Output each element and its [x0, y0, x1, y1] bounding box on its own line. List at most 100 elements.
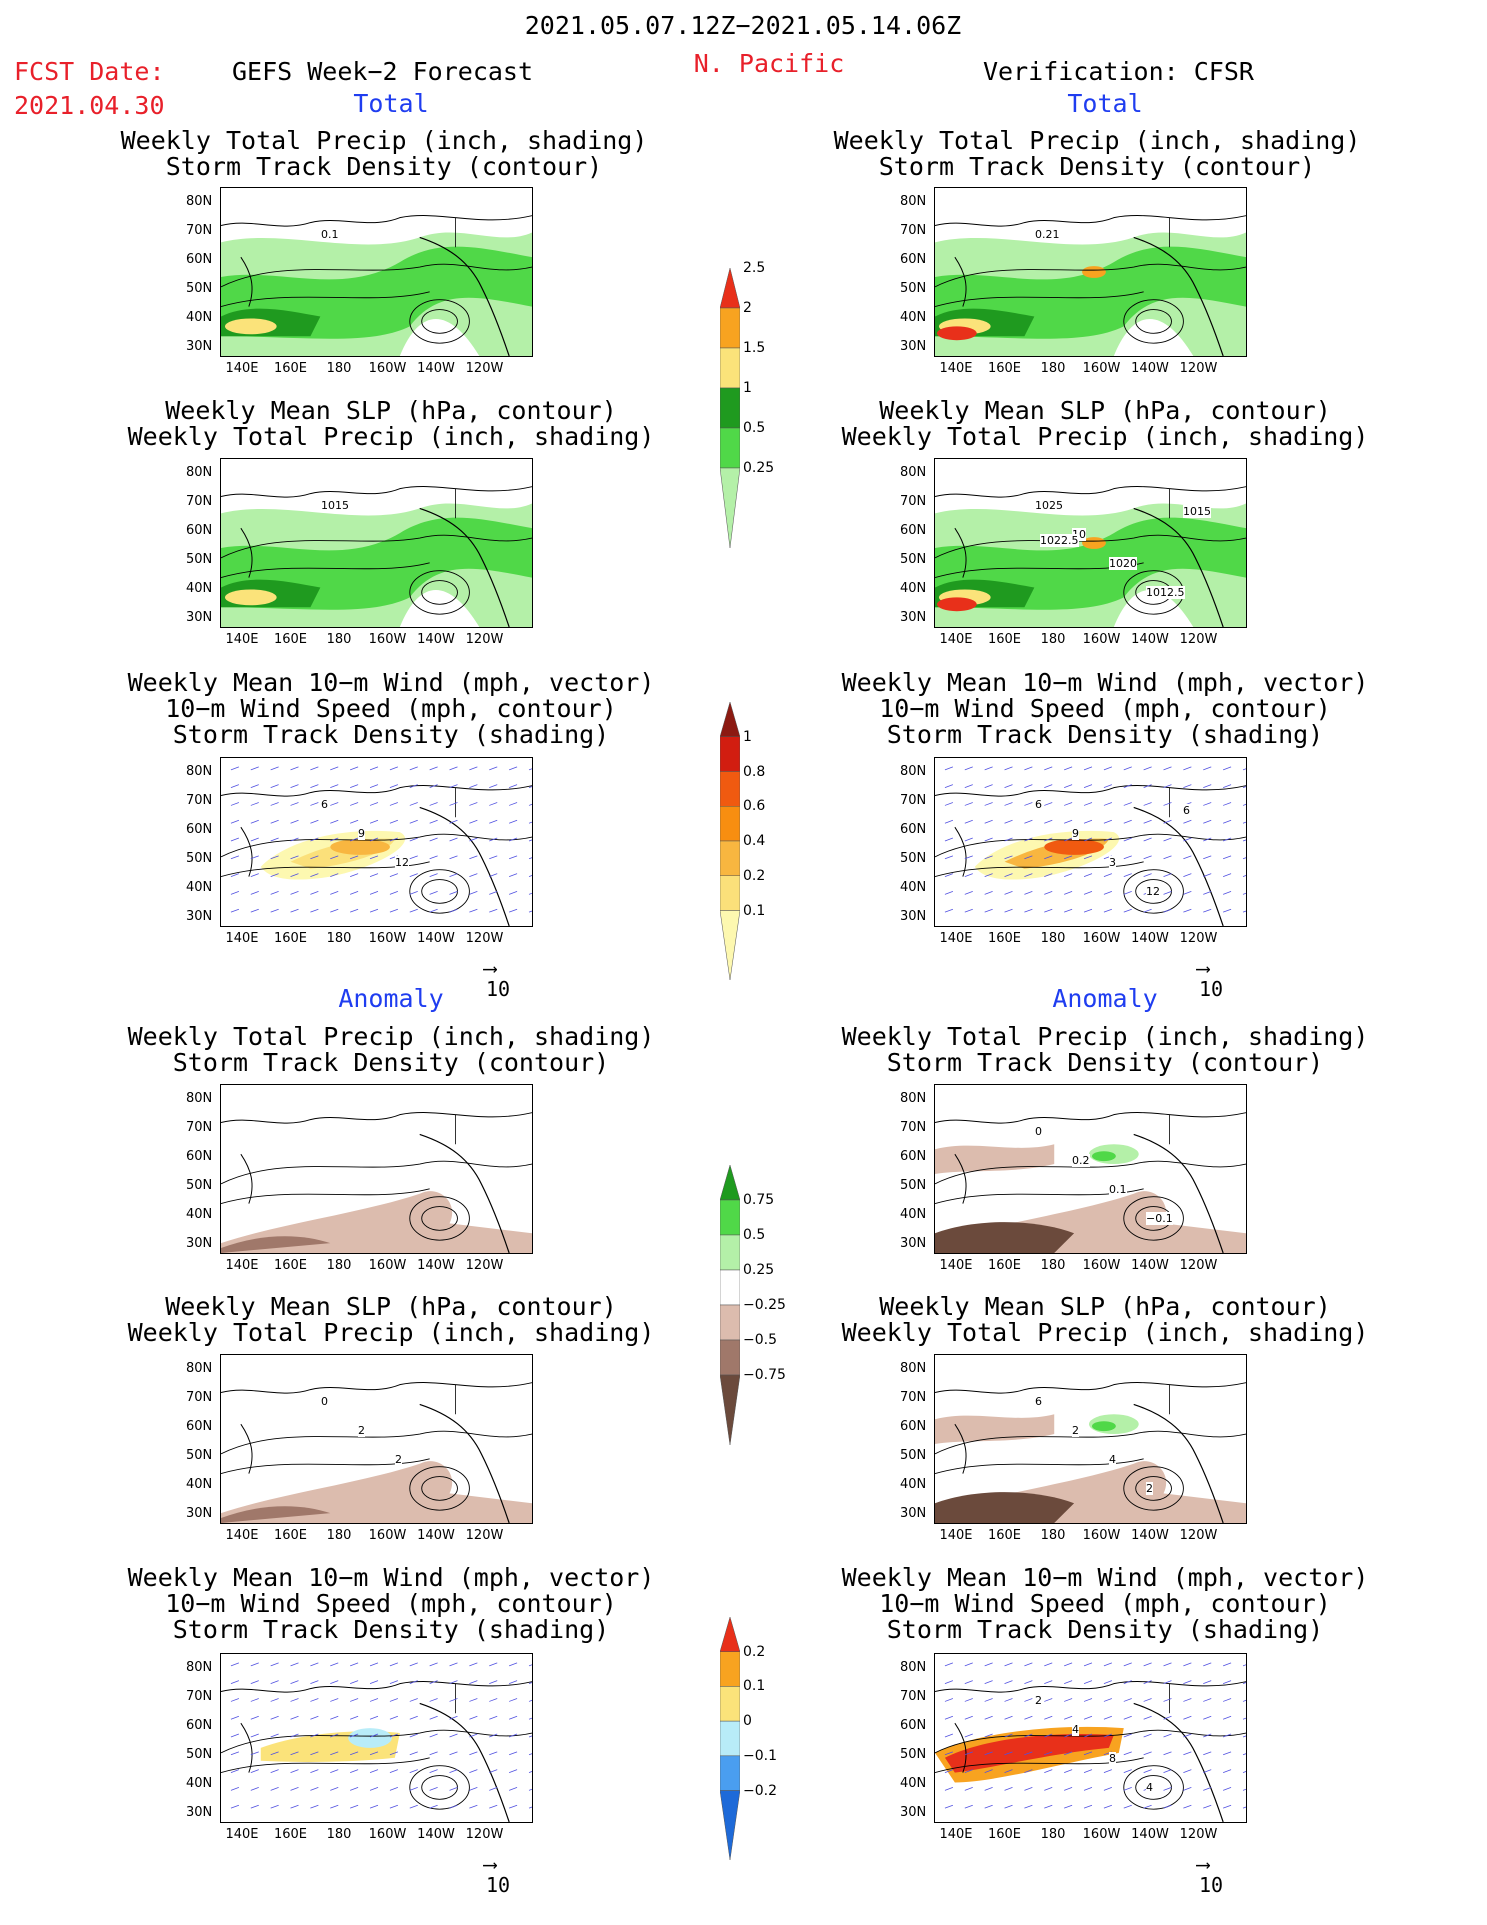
wind-vector [1163, 1804, 1172, 1809]
wind-vector [350, 802, 359, 806]
wind-vector [1163, 1733, 1172, 1738]
lat-tick-label: 30N [900, 909, 927, 924]
wind-vector [270, 802, 279, 806]
wind-vector [1203, 766, 1212, 771]
wind-vector [1103, 1662, 1113, 1667]
wind-vector [1203, 1804, 1212, 1809]
lat-tick-label: 60N [900, 252, 927, 267]
wind-vector [1024, 873, 1033, 877]
wind-vector [250, 837, 259, 842]
colorbar-label: 0.5 [743, 420, 766, 436]
wind-vector [528, 1788, 532, 1791]
wind-vector [944, 1680, 954, 1685]
wind-vector [944, 891, 954, 895]
wind-vector [310, 1769, 319, 1773]
contour-ring-1 [1123, 1466, 1184, 1511]
colorbar-swatch [719, 701, 741, 737]
wind-vector [1163, 1698, 1172, 1702]
wind-vector [489, 1698, 498, 1702]
wind-vector [1183, 1733, 1192, 1738]
wind-vector [1004, 1733, 1013, 1738]
contour-line-2 [221, 1188, 430, 1205]
wind-vector [1064, 1787, 1073, 1791]
precip-shade-max [936, 326, 977, 341]
colorbar-label: 0.25 [743, 1262, 775, 1278]
wind-vector [1143, 819, 1152, 824]
wind-vector [984, 1715, 993, 1720]
wind-vector [1183, 819, 1192, 824]
wind-vector [1004, 1751, 1013, 1756]
colorbar-swatch [719, 875, 741, 911]
lat-tick-label: 60N [900, 822, 927, 837]
wind-vector [944, 1751, 954, 1756]
wind-vector [230, 766, 240, 771]
contour-label: 2 [1146, 1482, 1153, 1495]
wind-vector [1203, 1698, 1212, 1702]
anom-shade-dry-north [935, 1414, 1055, 1444]
wind-vector [1044, 784, 1053, 789]
wind-vector [984, 766, 993, 771]
wind-vector [1103, 1680, 1113, 1685]
wind-vector [944, 855, 954, 860]
lon-tick-label: 180 [326, 1827, 352, 1842]
wind-vector [1123, 1680, 1132, 1685]
lat-tick-label: 60N [186, 1149, 213, 1164]
lon-tick-label: 160E [273, 931, 308, 946]
lat-tick-label: 40N [900, 880, 927, 895]
wind-vector [1123, 908, 1132, 913]
wind-vector [310, 1751, 319, 1756]
lat-tick-label: 60N [900, 1419, 927, 1434]
wind-vector [489, 1680, 498, 1685]
wind-vector [509, 908, 518, 913]
lon-tick-label: 140W [417, 1528, 455, 1543]
wind-vector [250, 1751, 259, 1756]
wind-vector [1123, 873, 1132, 877]
colorbar-label: −0.5 [743, 1332, 777, 1348]
lat-tick-label: 30N [900, 1236, 927, 1251]
v-wind-anom-map: 2 4 8 4 [934, 1653, 1247, 1823]
lon-tick-label: 180 [1040, 931, 1066, 946]
wind-vector [369, 855, 379, 860]
wind-vector [1203, 1715, 1212, 1720]
wind-vector [1143, 784, 1152, 789]
wind-vector [290, 1680, 299, 1685]
wind-vector [1223, 837, 1232, 842]
wind-vector [290, 1804, 299, 1809]
wind-vector [1123, 1751, 1132, 1756]
wind-vector [1024, 1733, 1033, 1738]
wind-vector [984, 908, 993, 913]
wind-vector [1083, 1769, 1093, 1773]
wind-vector [409, 802, 418, 806]
wind-vector [509, 802, 518, 806]
wind-vector [330, 1680, 339, 1685]
wind-vector [489, 819, 498, 824]
wind-vector [1163, 1769, 1172, 1773]
wind-vector [389, 908, 399, 913]
lon-tick-label: 160W [1082, 1827, 1121, 1842]
wind-vector [509, 1698, 518, 1702]
lat-tick-label: 80N [900, 1660, 927, 1675]
wind-vector [389, 1769, 399, 1773]
wind-vector [1183, 855, 1192, 860]
wind-vector [469, 1715, 478, 1720]
wind-vector [449, 819, 458, 824]
colorbar-label: 2 [743, 300, 752, 316]
coastline-america [1133, 1133, 1224, 1253]
lat-tick-label: 60N [186, 822, 213, 837]
lon-tick-label: 120W [465, 1827, 504, 1842]
f-slp-total-map: 1015 [220, 458, 533, 628]
wind-vector [944, 784, 954, 789]
wind-vector [1163, 1662, 1172, 1667]
wind-vector [389, 1680, 399, 1685]
wind-vector [409, 1680, 418, 1685]
colorbar-swatch [719, 771, 741, 807]
anom-shade-driest [935, 1492, 1075, 1523]
wind-vector [330, 837, 339, 842]
lon-tick-label: 160E [987, 1528, 1022, 1543]
contour-ring-1 [1123, 1765, 1184, 1810]
wind-vector [1044, 766, 1053, 771]
wind-vector [1123, 1715, 1132, 1720]
wind-vector [1004, 802, 1013, 806]
wind-vector [389, 819, 399, 824]
wind-vector [1143, 766, 1152, 771]
